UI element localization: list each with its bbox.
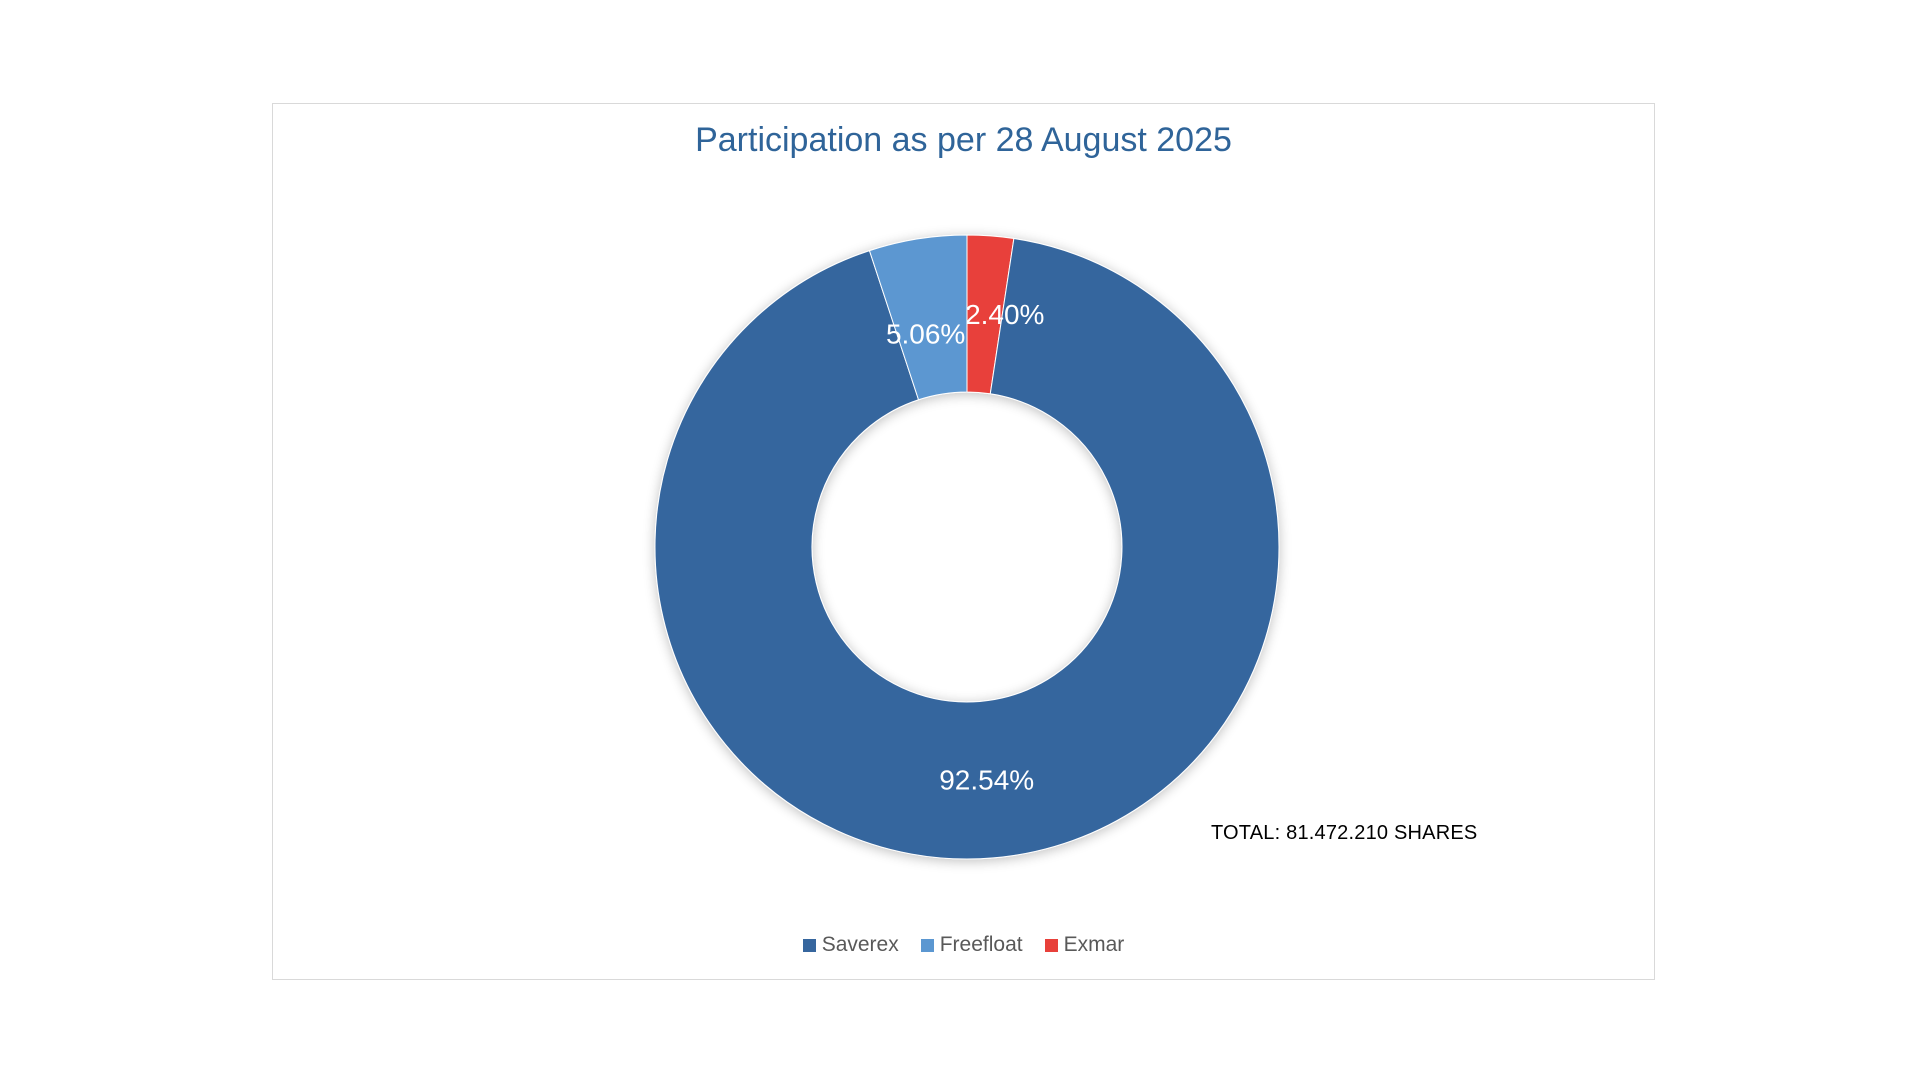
total-shares-note: TOTAL: 81.472.210 SHARES xyxy=(1211,822,1478,844)
donut-data-labels: 2.40% 92.54% 5.06% xyxy=(886,299,1045,796)
legend-swatch-freefloat xyxy=(920,938,934,952)
chart-frame: Participation as per 28 August 2025 2.40… xyxy=(272,103,1655,980)
chart-legend: Saverex Freefloat Exmar xyxy=(273,933,1654,957)
data-label-exmar: 2.40% xyxy=(965,299,1044,330)
donut-slices xyxy=(654,234,1280,860)
legend-swatch-saverex xyxy=(802,938,816,952)
data-label-freefloat: 5.06% xyxy=(886,318,965,349)
legend-item-saverex: Saverex xyxy=(802,933,899,957)
data-label-saverex: 92.54% xyxy=(939,765,1034,796)
slice-saverex xyxy=(654,237,1280,860)
legend-label-freefloat: Freefloat xyxy=(939,933,1023,956)
slice-freefloat xyxy=(868,234,968,401)
legend-item-exmar: Exmar xyxy=(1044,933,1125,957)
legend-swatch-exmar xyxy=(1044,938,1058,952)
chart-title: Participation as per 28 August 2025 xyxy=(695,121,1232,159)
legend-label-exmar: Exmar xyxy=(1063,933,1125,956)
donut-chart: 2.40% 92.54% 5.06% xyxy=(654,234,1280,860)
legend-label-saverex: Saverex xyxy=(821,933,899,956)
legend-item-freefloat: Freefloat xyxy=(920,933,1023,957)
